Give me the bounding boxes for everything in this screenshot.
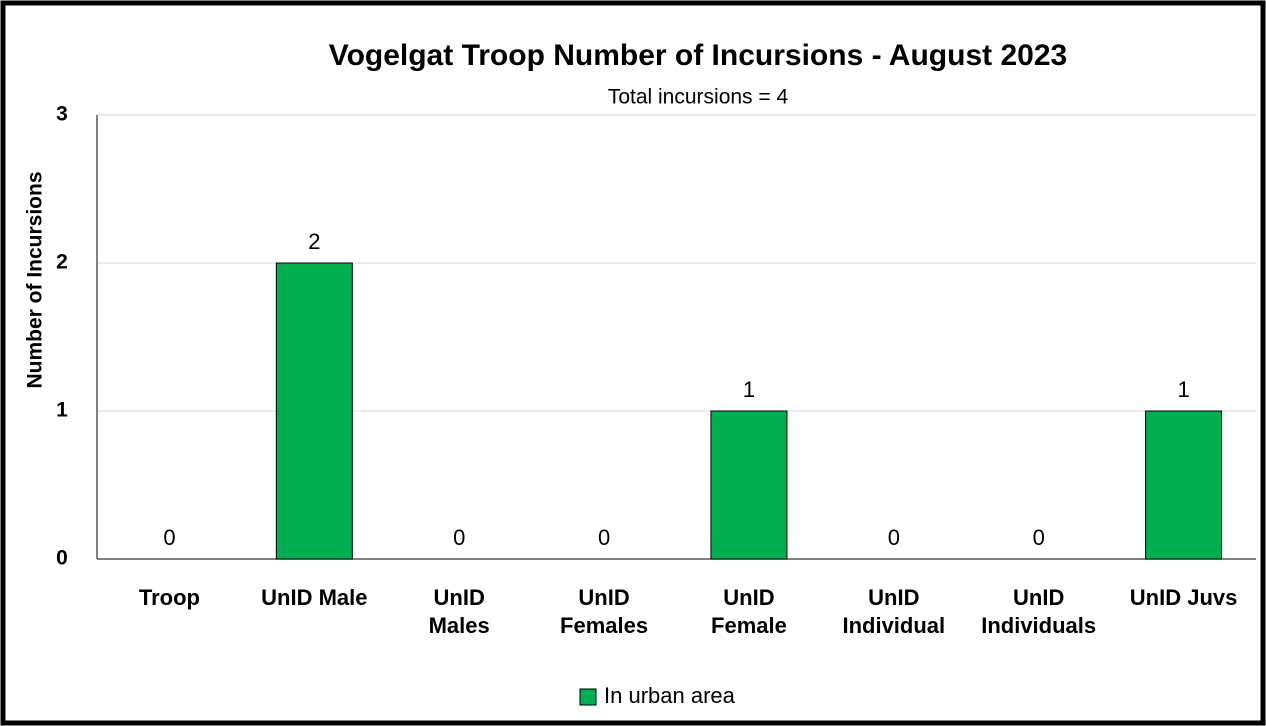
bar: [710, 410, 788, 560]
y-tick-label: 3: [56, 103, 68, 126]
x-tick-label: UnID Males: [428, 585, 490, 638]
data-label: 0: [598, 525, 610, 550]
x-tick-label: UnID Male: [261, 585, 368, 610]
x-tick-label: Troop: [138, 585, 200, 610]
bar: [1145, 410, 1223, 560]
y-tick-label: 1: [56, 399, 68, 422]
x-tick-label: UnID Juvs: [1129, 585, 1238, 610]
data-label: 1: [1177, 377, 1189, 402]
data-label: 0: [1033, 525, 1045, 550]
x-tick-label: UnID Female: [711, 585, 787, 638]
x-tick-label: UnID Individuals: [981, 585, 1097, 638]
chart-subtitle: Total incursions = 4: [608, 86, 789, 109]
data-label: 0: [163, 525, 175, 550]
y-tick-label: 2: [56, 251, 68, 274]
bar: [275, 262, 353, 560]
y-axis-label: Number of Incursions: [24, 171, 47, 388]
legend-swatch: [579, 688, 597, 706]
x-tick-label: UnID Individual: [842, 585, 946, 638]
data-label: 0: [888, 525, 900, 550]
data-label: 0: [453, 525, 465, 550]
legend-label: In urban area: [604, 683, 736, 708]
y-tick-label: 0: [56, 547, 68, 570]
chart-title: Vogelgat Troop Number of Incursions - Au…: [329, 39, 1067, 72]
data-label: 1: [743, 377, 755, 402]
data-label: 2: [308, 229, 320, 254]
x-tick-label: UnID Females: [560, 585, 649, 638]
